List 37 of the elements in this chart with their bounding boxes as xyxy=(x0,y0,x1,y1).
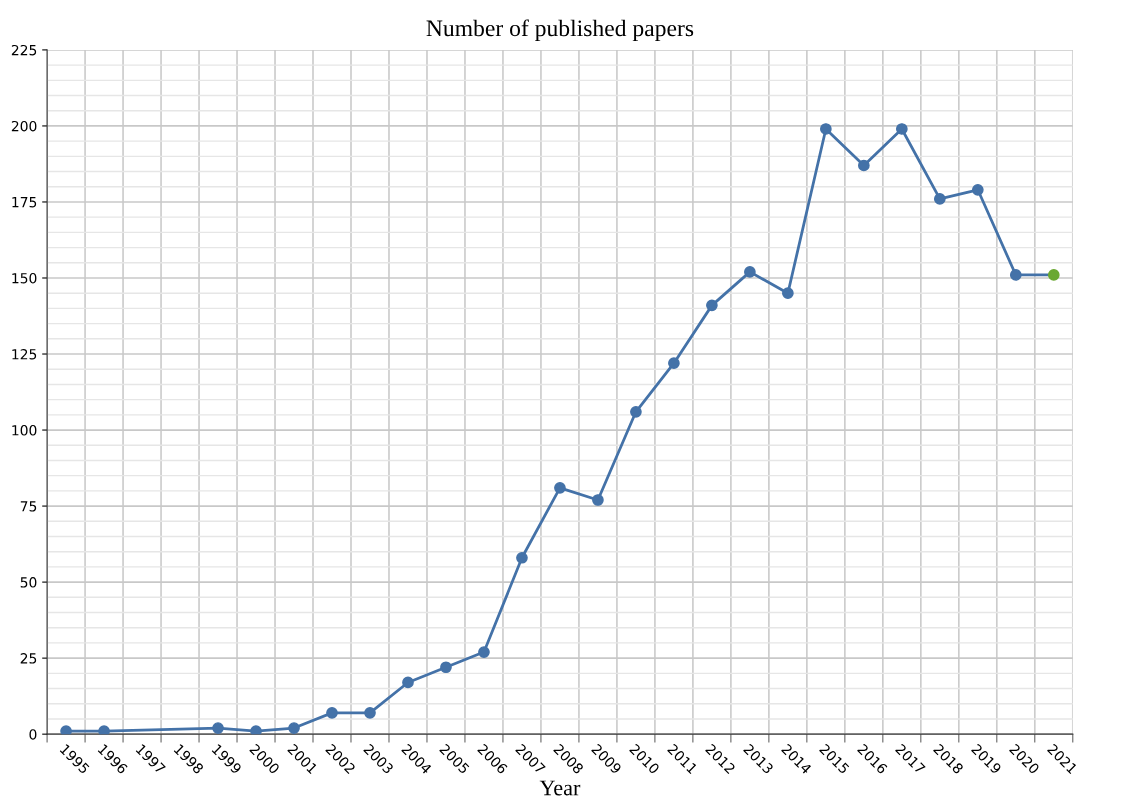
point xyxy=(554,481,566,494)
y-tick-label: 225 xyxy=(11,44,37,56)
point xyxy=(706,299,718,312)
chart-title: Number of published papers xyxy=(426,19,694,42)
point xyxy=(212,722,224,734)
point xyxy=(1009,269,1022,281)
point xyxy=(364,707,376,719)
point xyxy=(250,725,262,735)
point xyxy=(971,183,984,196)
y-tick-label: 175 xyxy=(12,197,37,208)
y-tick-label: 200 xyxy=(11,120,37,132)
y-tick-label: 75 xyxy=(20,501,37,512)
point xyxy=(782,287,794,300)
point xyxy=(668,357,680,369)
point xyxy=(744,266,756,278)
y-tick-label: 100 xyxy=(12,425,37,436)
point xyxy=(858,159,870,172)
point xyxy=(1047,269,1060,281)
point xyxy=(98,725,110,735)
y-tick-label: 125 xyxy=(12,348,37,360)
point xyxy=(402,676,414,689)
y-tick-label: 50 xyxy=(20,577,37,588)
point xyxy=(326,707,338,719)
point xyxy=(288,722,300,734)
point xyxy=(478,646,490,658)
x-axis-title: Year xyxy=(539,780,581,796)
point xyxy=(60,725,72,735)
point xyxy=(592,494,604,506)
y-tick-label: 150 xyxy=(12,272,37,284)
point xyxy=(630,405,642,418)
point xyxy=(933,193,946,205)
point xyxy=(895,123,908,135)
point xyxy=(440,661,452,674)
point xyxy=(820,123,832,135)
y-tick-label: 0 xyxy=(29,729,37,740)
point xyxy=(516,551,528,564)
y-tick-label: 25 xyxy=(20,653,37,664)
